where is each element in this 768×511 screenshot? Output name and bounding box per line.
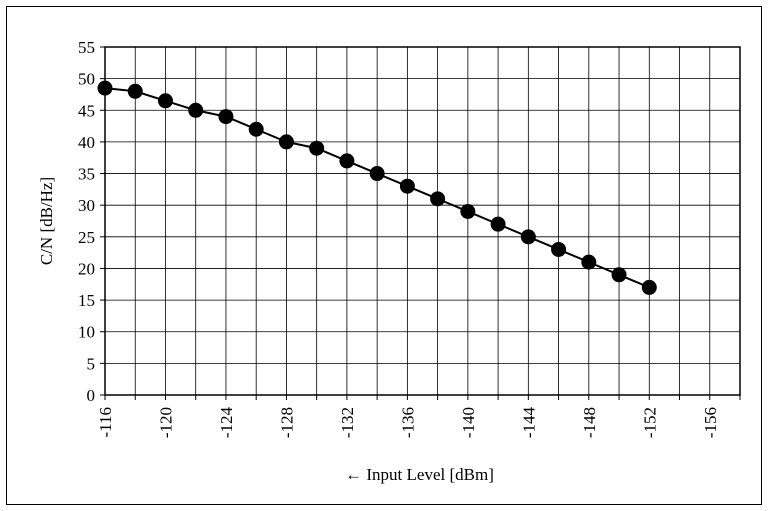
- y-tick-label: 25: [78, 228, 95, 247]
- y-tick-label: 30: [78, 196, 95, 215]
- y-axis-title: C/N [dB/Hz]: [37, 177, 56, 265]
- data-point: [157, 93, 173, 109]
- y-tick-label: 50: [78, 70, 95, 89]
- data-point: [430, 191, 446, 207]
- y-tick-label: 0: [87, 386, 96, 405]
- x-tick-label: -152: [640, 407, 659, 438]
- x-tick-label: -144: [519, 407, 538, 439]
- data-point: [551, 241, 567, 257]
- data-point: [520, 229, 536, 245]
- x-tick-label: -132: [338, 407, 357, 438]
- x-tick-label: -116: [96, 407, 115, 438]
- y-tick-label: 45: [78, 101, 95, 120]
- y-tick-label: 55: [78, 38, 95, 57]
- data-point: [611, 267, 627, 283]
- data-point: [460, 204, 476, 220]
- x-tick-label: -128: [277, 407, 296, 438]
- grid-layer: [104, 46, 741, 396]
- data-point: [218, 109, 234, 125]
- x-tick-label: -120: [156, 407, 175, 438]
- data-point: [188, 102, 204, 118]
- x-axis-title: ← Input Level [dBm]: [345, 465, 494, 484]
- y-tick-label: 5: [87, 354, 96, 373]
- data-point: [248, 121, 264, 137]
- data-point: [369, 166, 385, 182]
- x-tick-label: -156: [701, 407, 720, 438]
- data-point: [127, 83, 143, 99]
- y-tick-label: 20: [78, 259, 95, 278]
- x-tick-label: -148: [580, 407, 599, 438]
- y-tick-label: 35: [78, 165, 95, 184]
- tick-layer: 0 5 10 15 20 25 30 35 40 45 50 55 -116 -120 -124 -128 -1…: [78, 38, 741, 439]
- series-layer: [97, 80, 657, 295]
- data-point: [97, 80, 113, 96]
- data-point: [399, 178, 415, 194]
- x-tick-label: -124: [217, 407, 236, 439]
- data-point: [641, 279, 657, 295]
- y-tick-label: 40: [78, 133, 95, 152]
- data-point: [278, 134, 294, 150]
- y-tick-label: 10: [78, 323, 95, 342]
- data-point: [581, 254, 597, 270]
- plot-area: [104, 46, 741, 396]
- data-point: [490, 216, 506, 232]
- data-point: [339, 153, 355, 169]
- x-tick-label: -136: [398, 407, 417, 438]
- x-tick-label: -140: [459, 407, 478, 438]
- data-point: [309, 140, 325, 156]
- y-tick-label: 15: [78, 291, 95, 310]
